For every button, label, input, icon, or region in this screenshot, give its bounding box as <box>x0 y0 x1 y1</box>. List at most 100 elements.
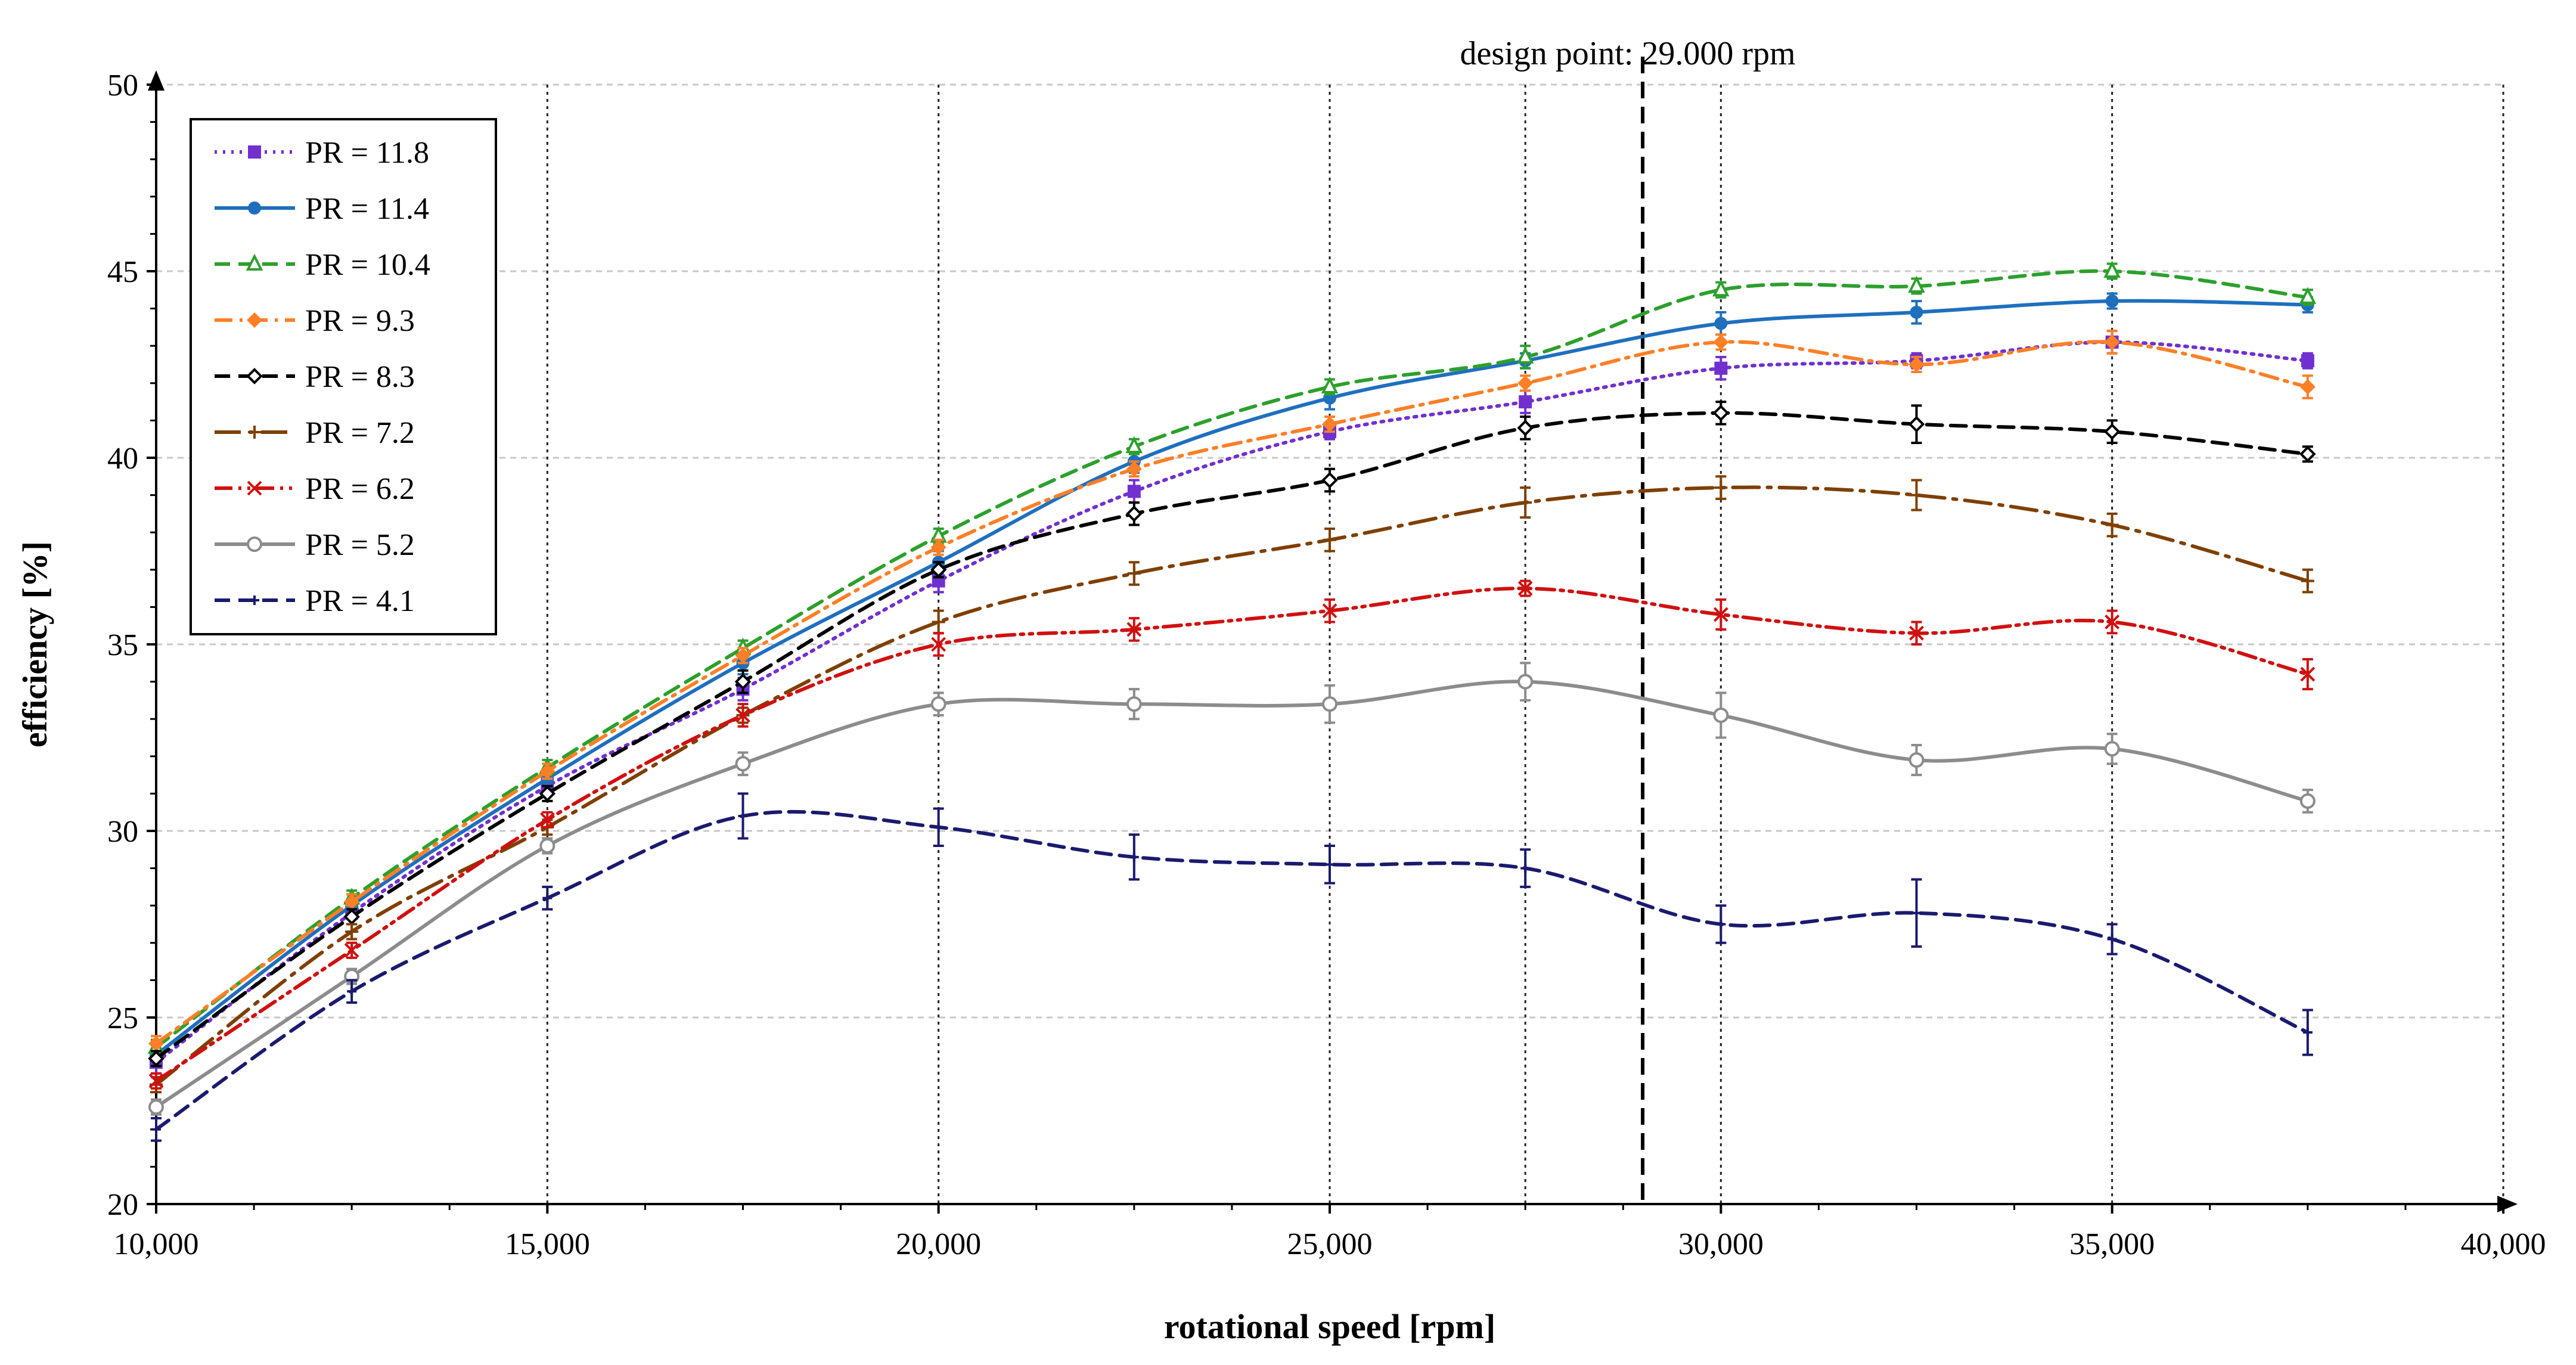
x-tick-label: 35,000 <box>2069 1227 2155 1261</box>
data-point <box>539 763 555 779</box>
legend-marker <box>247 312 262 328</box>
y-tick-label: 40 <box>107 442 138 476</box>
data-point <box>2299 287 2317 304</box>
data-point <box>1713 607 1728 622</box>
data-point <box>1126 461 1142 477</box>
data-point <box>735 756 751 772</box>
y-tick-label: 25 <box>107 1001 138 1035</box>
data-point <box>151 1124 161 1134</box>
axes: 10,000 15,000 20,000 25,000 30,000 35,000 40,0… <box>107 69 2546 1261</box>
data-point <box>735 647 751 663</box>
x-tick-label: 10,000 <box>114 1227 199 1261</box>
data-point <box>345 925 359 939</box>
legend-label: PR = 11.4 <box>305 192 429 226</box>
data-point <box>930 539 946 556</box>
x-axis-title: rotational speed [rpm] <box>1164 1307 1495 1346</box>
legend-label: PR = 10.4 <box>305 248 430 282</box>
y-tick-label: 50 <box>107 69 138 103</box>
data-point <box>1716 919 1726 929</box>
data-point <box>2301 574 2314 588</box>
data-point <box>148 1099 164 1115</box>
series-pr-4-1 <box>151 792 2313 1142</box>
data-point <box>2104 334 2120 350</box>
data-point <box>1713 334 1729 350</box>
data-point <box>344 942 359 958</box>
legend-label: PR = 5.2 <box>305 528 415 562</box>
data-point <box>542 893 553 903</box>
data-point <box>1126 696 1142 712</box>
legend-item: PR = 11.4 <box>215 192 429 226</box>
data-point <box>1910 488 1923 502</box>
legend-marker <box>248 426 261 439</box>
data-point <box>2302 1028 2313 1038</box>
data-point <box>2103 423 2121 440</box>
series-line <box>154 680 2310 1109</box>
y-tick-label: 45 <box>107 255 138 289</box>
series-layer <box>147 260 2317 1142</box>
data-point <box>1712 405 1730 421</box>
data-point <box>1322 696 1337 712</box>
data-point <box>1908 275 1925 293</box>
data-point <box>1714 317 1728 330</box>
legend-label: PR = 4.1 <box>305 584 415 618</box>
data-point <box>1321 471 1338 489</box>
data-point <box>148 1035 164 1051</box>
series-line <box>154 411 2310 1060</box>
legend-label: PR = 9.3 <box>305 304 415 338</box>
series-line <box>154 340 2310 1065</box>
data-point <box>2104 741 2120 757</box>
legend: PR = 11.8 PR = 11.4 PR = 10.4 PR = 9.3 PR = … <box>190 118 497 635</box>
data-point <box>931 637 946 652</box>
legend-marker <box>250 595 259 605</box>
data-point <box>1519 395 1532 409</box>
data-point <box>734 673 752 690</box>
series-pr-8-3 <box>148 401 2316 1068</box>
legend-label: PR = 6.2 <box>305 472 415 506</box>
data-point <box>1520 863 1531 873</box>
data-point <box>539 812 555 827</box>
legend-item: PR = 6.2 <box>215 472 415 506</box>
data-point <box>2299 379 2316 395</box>
legend-item: PR = 9.3 <box>215 304 415 338</box>
y-axis-title: efficiency [%] <box>15 541 54 747</box>
legend-label: PR = 8.3 <box>305 360 415 394</box>
design-point-annotation: design point: 29.000 rpm <box>1460 35 1796 72</box>
data-point <box>2301 354 2314 368</box>
data-point <box>347 986 357 997</box>
data-point <box>1322 603 1337 619</box>
data-point <box>1911 908 1922 918</box>
data-point <box>539 785 556 802</box>
data-point <box>1517 674 1534 690</box>
series-line <box>154 587 2310 1083</box>
legend-item: PR = 8.3 <box>215 360 415 394</box>
data-point <box>1126 622 1142 637</box>
data-point <box>344 894 360 910</box>
data-point <box>1323 533 1336 547</box>
legend-item: PR = 4.1 <box>215 584 415 618</box>
y-tick-label: 35 <box>107 628 138 662</box>
data-point <box>148 1050 165 1067</box>
legend-marker <box>248 201 261 215</box>
legend-marker <box>246 368 263 384</box>
data-point <box>1712 279 1730 297</box>
data-point <box>1714 481 1728 495</box>
data-point <box>1125 436 1143 454</box>
data-point <box>1908 415 1925 433</box>
data-point <box>1126 505 1143 522</box>
series-line <box>154 809 2310 1131</box>
data-point <box>2107 934 2117 944</box>
data-point <box>1516 346 1534 364</box>
x-tick-label: 25,000 <box>1287 1227 1373 1261</box>
data-point <box>930 561 947 578</box>
legend-label: PR = 11.8 <box>305 136 429 170</box>
data-point <box>1908 356 1925 373</box>
data-point <box>1127 567 1141 581</box>
data-point <box>2105 518 2119 532</box>
x-tick-label: 15,000 <box>505 1227 590 1261</box>
legend-item: PR = 10.4 <box>215 248 430 282</box>
series-line <box>154 485 2310 1087</box>
legend-marker <box>247 480 262 496</box>
legend-item: PR = 5.2 <box>215 528 415 562</box>
series-pr-9-3 <box>148 330 2316 1053</box>
data-point <box>1517 375 1534 391</box>
